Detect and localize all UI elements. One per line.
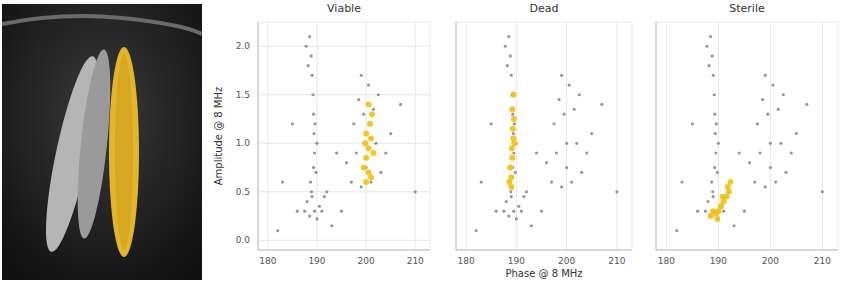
svg-text:180: 180	[259, 256, 276, 266]
svg-text:0.0: 0.0	[236, 235, 251, 245]
svg-text:2.0: 2.0	[236, 41, 251, 51]
html-text:Dead: Dead	[529, 2, 559, 15]
svg-text:190: 190	[710, 256, 727, 266]
svg-text:180: 180	[457, 256, 474, 266]
svg-text:200: 200	[762, 256, 779, 266]
svg-text:210: 210	[407, 256, 424, 266]
svg-text:200: 200	[558, 256, 575, 266]
svg-text:0.5: 0.5	[236, 187, 250, 197]
html-text:Amplitude @ 8 MHz: Amplitude @ 8 MHz	[212, 86, 224, 186]
svg-text:190: 190	[308, 256, 325, 266]
html-text:Sterile: Sterile	[729, 2, 765, 15]
svg-text:200: 200	[358, 256, 375, 266]
svg-text:1.5: 1.5	[236, 90, 250, 100]
svg-text:210: 210	[608, 256, 625, 266]
svg-text:190: 190	[508, 256, 525, 266]
svg-text:210: 210	[814, 256, 831, 266]
html-text:Viable: Viable	[327, 2, 361, 15]
html-text:Phase @ 8 MHz: Phase @ 8 MHz	[505, 268, 583, 279]
svg-text:1.0: 1.0	[236, 138, 251, 148]
svg-text:180: 180	[658, 256, 675, 266]
